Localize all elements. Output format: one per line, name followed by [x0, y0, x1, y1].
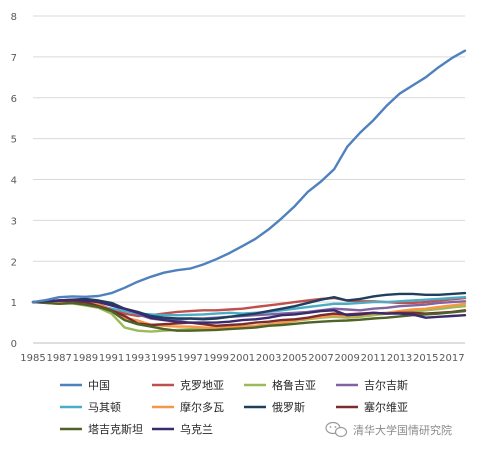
x-tick-label: 1993 — [125, 353, 150, 364]
legend-label: 克罗地亚 — [180, 379, 224, 392]
series-line — [31, 300, 467, 332]
y-tick-label: 5 — [11, 135, 17, 146]
x-tick-label: 1999 — [204, 353, 229, 364]
legend-item: 格鲁吉亚 — [244, 378, 316, 392]
series-lines — [31, 49, 467, 333]
series-line — [31, 291, 467, 321]
x-tick-label: 1987 — [46, 353, 71, 364]
legend-label: 中国 — [88, 379, 110, 392]
y-axis-ticks: 0 1 2 3 4 5 6 7 8 — [11, 12, 17, 350]
x-tick-label: 1989 — [73, 353, 98, 364]
legend-item: 俄罗斯 — [244, 401, 305, 414]
x-axis-ticks: 1985 1987 1989 1991 1993 1995 1997 1999 2001 2003… — [20, 353, 464, 364]
x-tick-label: 2017 — [439, 353, 464, 364]
wechat-icon — [325, 421, 348, 438]
x-tick-label: 2007 — [308, 353, 333, 364]
series-line — [31, 49, 467, 304]
y-tick-label: 1 — [11, 298, 17, 309]
legend-item: 克罗地亚 — [152, 379, 224, 392]
x-tick-label: 1985 — [20, 353, 45, 364]
x-tick-label: 1991 — [99, 353, 124, 364]
legend-label: 摩尔多瓦 — [180, 400, 224, 414]
legend-label: 乌克兰 — [180, 422, 213, 436]
legend-item: 吉尔吉斯 — [336, 379, 408, 392]
x-tick-label: 2013 — [387, 353, 412, 364]
x-tick-label: 2015 — [413, 353, 438, 364]
legend-label: 塔吉克斯坦 — [88, 422, 143, 436]
legend-item: 塔吉克斯坦 — [60, 422, 143, 436]
legend-label: 吉尔吉斯 — [364, 379, 408, 392]
y-tick-label: 4 — [11, 176, 17, 187]
y-tick-label: 8 — [11, 12, 17, 23]
legend-item: 摩尔多瓦 — [152, 400, 224, 414]
legend-item: 马其顿 — [60, 400, 121, 414]
legend-label: 俄罗斯 — [272, 401, 305, 414]
watermark-text: 清华大学国情研究院 — [353, 423, 452, 437]
x-tick-label: 2003 — [256, 353, 281, 364]
legend-item: 中国 — [60, 379, 110, 392]
series-line — [31, 298, 467, 324]
legend-label: 格鲁吉亚 — [272, 378, 316, 392]
x-tick-label: 2011 — [361, 353, 386, 364]
legend-label: 塞尔维亚 — [364, 400, 408, 414]
x-tick-label: 1995 — [151, 353, 176, 364]
y-tick-label: 2 — [11, 257, 17, 268]
x-tick-label: 1997 — [177, 353, 202, 364]
watermark: 清华大学国情研究院 — [325, 421, 452, 438]
x-tick-label: 2001 — [230, 353, 255, 364]
legend-item: 乌克兰 — [152, 422, 213, 436]
y-tick-label: 3 — [11, 216, 17, 227]
y-tick-label: 7 — [11, 53, 17, 64]
x-tick-label: 2009 — [334, 353, 359, 364]
x-tick-label: 2005 — [282, 353, 307, 364]
legend-item: 塞尔维亚 — [336, 400, 408, 414]
legend-label: 马其顿 — [88, 400, 121, 414]
y-tick-label: 0 — [11, 339, 17, 350]
y-tick-label: 6 — [11, 94, 17, 105]
